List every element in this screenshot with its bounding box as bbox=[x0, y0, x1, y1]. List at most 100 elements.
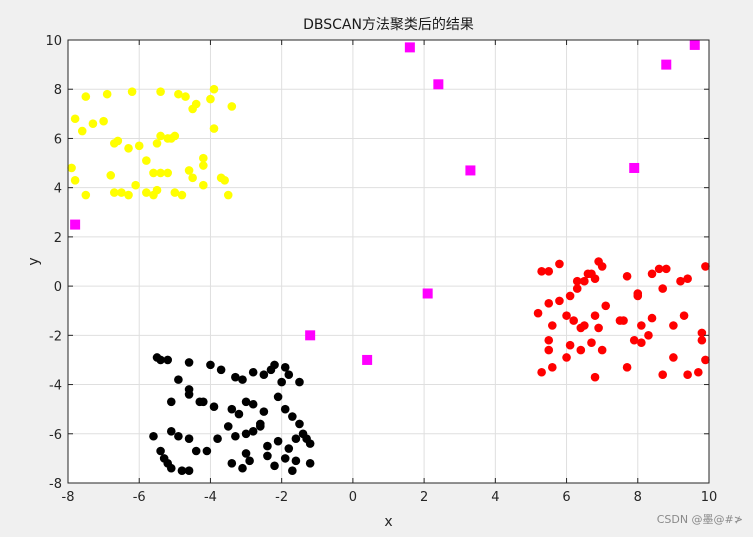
data-point bbox=[231, 372, 240, 382]
x-tick-label: -6 bbox=[133, 490, 146, 505]
data-point bbox=[156, 87, 165, 96]
data-point bbox=[184, 358, 194, 367]
data-point bbox=[555, 259, 564, 269]
data-point bbox=[241, 397, 251, 407]
data-point-square bbox=[689, 39, 700, 50]
data-point bbox=[548, 363, 557, 372]
data-point bbox=[99, 116, 108, 126]
data-point bbox=[280, 363, 290, 372]
data-point bbox=[590, 274, 600, 284]
data-point-square bbox=[433, 79, 444, 90]
y-tick-label: 10 bbox=[45, 34, 62, 49]
data-point bbox=[619, 316, 628, 325]
data-point bbox=[259, 407, 269, 416]
y-axis-label: y bbox=[26, 257, 42, 265]
data-point bbox=[683, 370, 692, 380]
axes-background bbox=[68, 40, 709, 483]
data-point bbox=[184, 390, 194, 399]
data-point bbox=[263, 441, 272, 451]
data-point bbox=[647, 313, 657, 323]
data-point bbox=[152, 185, 162, 195]
data-point bbox=[572, 284, 582, 293]
data-point-square bbox=[465, 165, 476, 176]
data-point bbox=[263, 451, 272, 461]
data-point bbox=[302, 434, 311, 444]
x-tick-label: 0 bbox=[349, 490, 357, 505]
data-point bbox=[697, 328, 707, 338]
data-point bbox=[633, 289, 643, 298]
data-point bbox=[88, 119, 98, 128]
data-point bbox=[245, 456, 254, 466]
data-point bbox=[273, 392, 283, 402]
data-point-square bbox=[362, 354, 373, 365]
data-point bbox=[209, 84, 219, 94]
data-point bbox=[166, 397, 176, 407]
data-point bbox=[658, 284, 668, 293]
y-tick-label: -8 bbox=[49, 477, 62, 492]
data-point bbox=[683, 274, 692, 284]
data-point bbox=[590, 372, 600, 382]
data-point bbox=[587, 338, 596, 348]
data-point bbox=[248, 427, 258, 436]
data-point bbox=[181, 92, 190, 101]
data-point bbox=[565, 291, 575, 301]
data-point bbox=[697, 335, 707, 345]
data-point bbox=[202, 446, 212, 456]
csdn-watermark: CSDN @墨@#≯ bbox=[656, 513, 743, 526]
x-tick-label: 6 bbox=[562, 490, 570, 505]
data-point bbox=[166, 463, 176, 473]
data-point bbox=[295, 377, 304, 387]
data-point bbox=[544, 267, 554, 276]
data-point bbox=[270, 461, 279, 471]
data-point bbox=[284, 444, 294, 453]
data-point bbox=[159, 454, 169, 463]
y-tick-label: 6 bbox=[54, 132, 62, 147]
data-point bbox=[231, 431, 240, 441]
y-tick-label: -4 bbox=[49, 379, 62, 394]
data-point bbox=[227, 404, 237, 414]
data-point bbox=[565, 340, 575, 350]
data-point bbox=[622, 271, 632, 281]
data-point bbox=[188, 173, 197, 183]
data-point-square bbox=[661, 59, 672, 70]
data-point bbox=[295, 419, 304, 429]
chart-title: DBSCAN方法聚类后的结果 bbox=[303, 17, 474, 33]
data-point bbox=[81, 190, 91, 200]
data-point bbox=[572, 276, 582, 286]
data-point bbox=[184, 434, 194, 444]
data-point bbox=[109, 188, 119, 197]
data-point bbox=[658, 370, 668, 380]
x-tick-label: 10 bbox=[701, 490, 718, 505]
data-point bbox=[81, 92, 91, 101]
data-point bbox=[241, 429, 251, 439]
data-point bbox=[238, 463, 247, 473]
data-point bbox=[637, 338, 646, 348]
x-tick-label: -2 bbox=[275, 490, 288, 505]
data-point bbox=[174, 431, 183, 441]
data-point bbox=[255, 419, 265, 429]
data-point bbox=[234, 409, 244, 419]
data-point bbox=[562, 353, 571, 362]
data-point bbox=[291, 434, 301, 444]
data-point bbox=[288, 466, 297, 475]
data-point bbox=[152, 139, 162, 148]
data-point bbox=[67, 163, 76, 173]
data-point bbox=[209, 402, 219, 412]
data-point bbox=[223, 190, 233, 200]
data-point bbox=[647, 269, 657, 279]
y-tick-label: 8 bbox=[54, 83, 62, 98]
data-point bbox=[149, 431, 158, 441]
y-tick-label: -2 bbox=[49, 329, 62, 344]
data-point bbox=[177, 466, 187, 475]
data-point-square bbox=[629, 162, 640, 173]
data-point bbox=[199, 161, 208, 170]
data-point bbox=[131, 180, 140, 190]
data-point bbox=[562, 311, 571, 320]
data-point bbox=[679, 311, 689, 320]
data-point bbox=[291, 456, 301, 466]
data-point bbox=[273, 436, 283, 446]
data-point bbox=[597, 262, 607, 271]
data-point bbox=[227, 102, 237, 111]
data-point bbox=[209, 124, 219, 133]
